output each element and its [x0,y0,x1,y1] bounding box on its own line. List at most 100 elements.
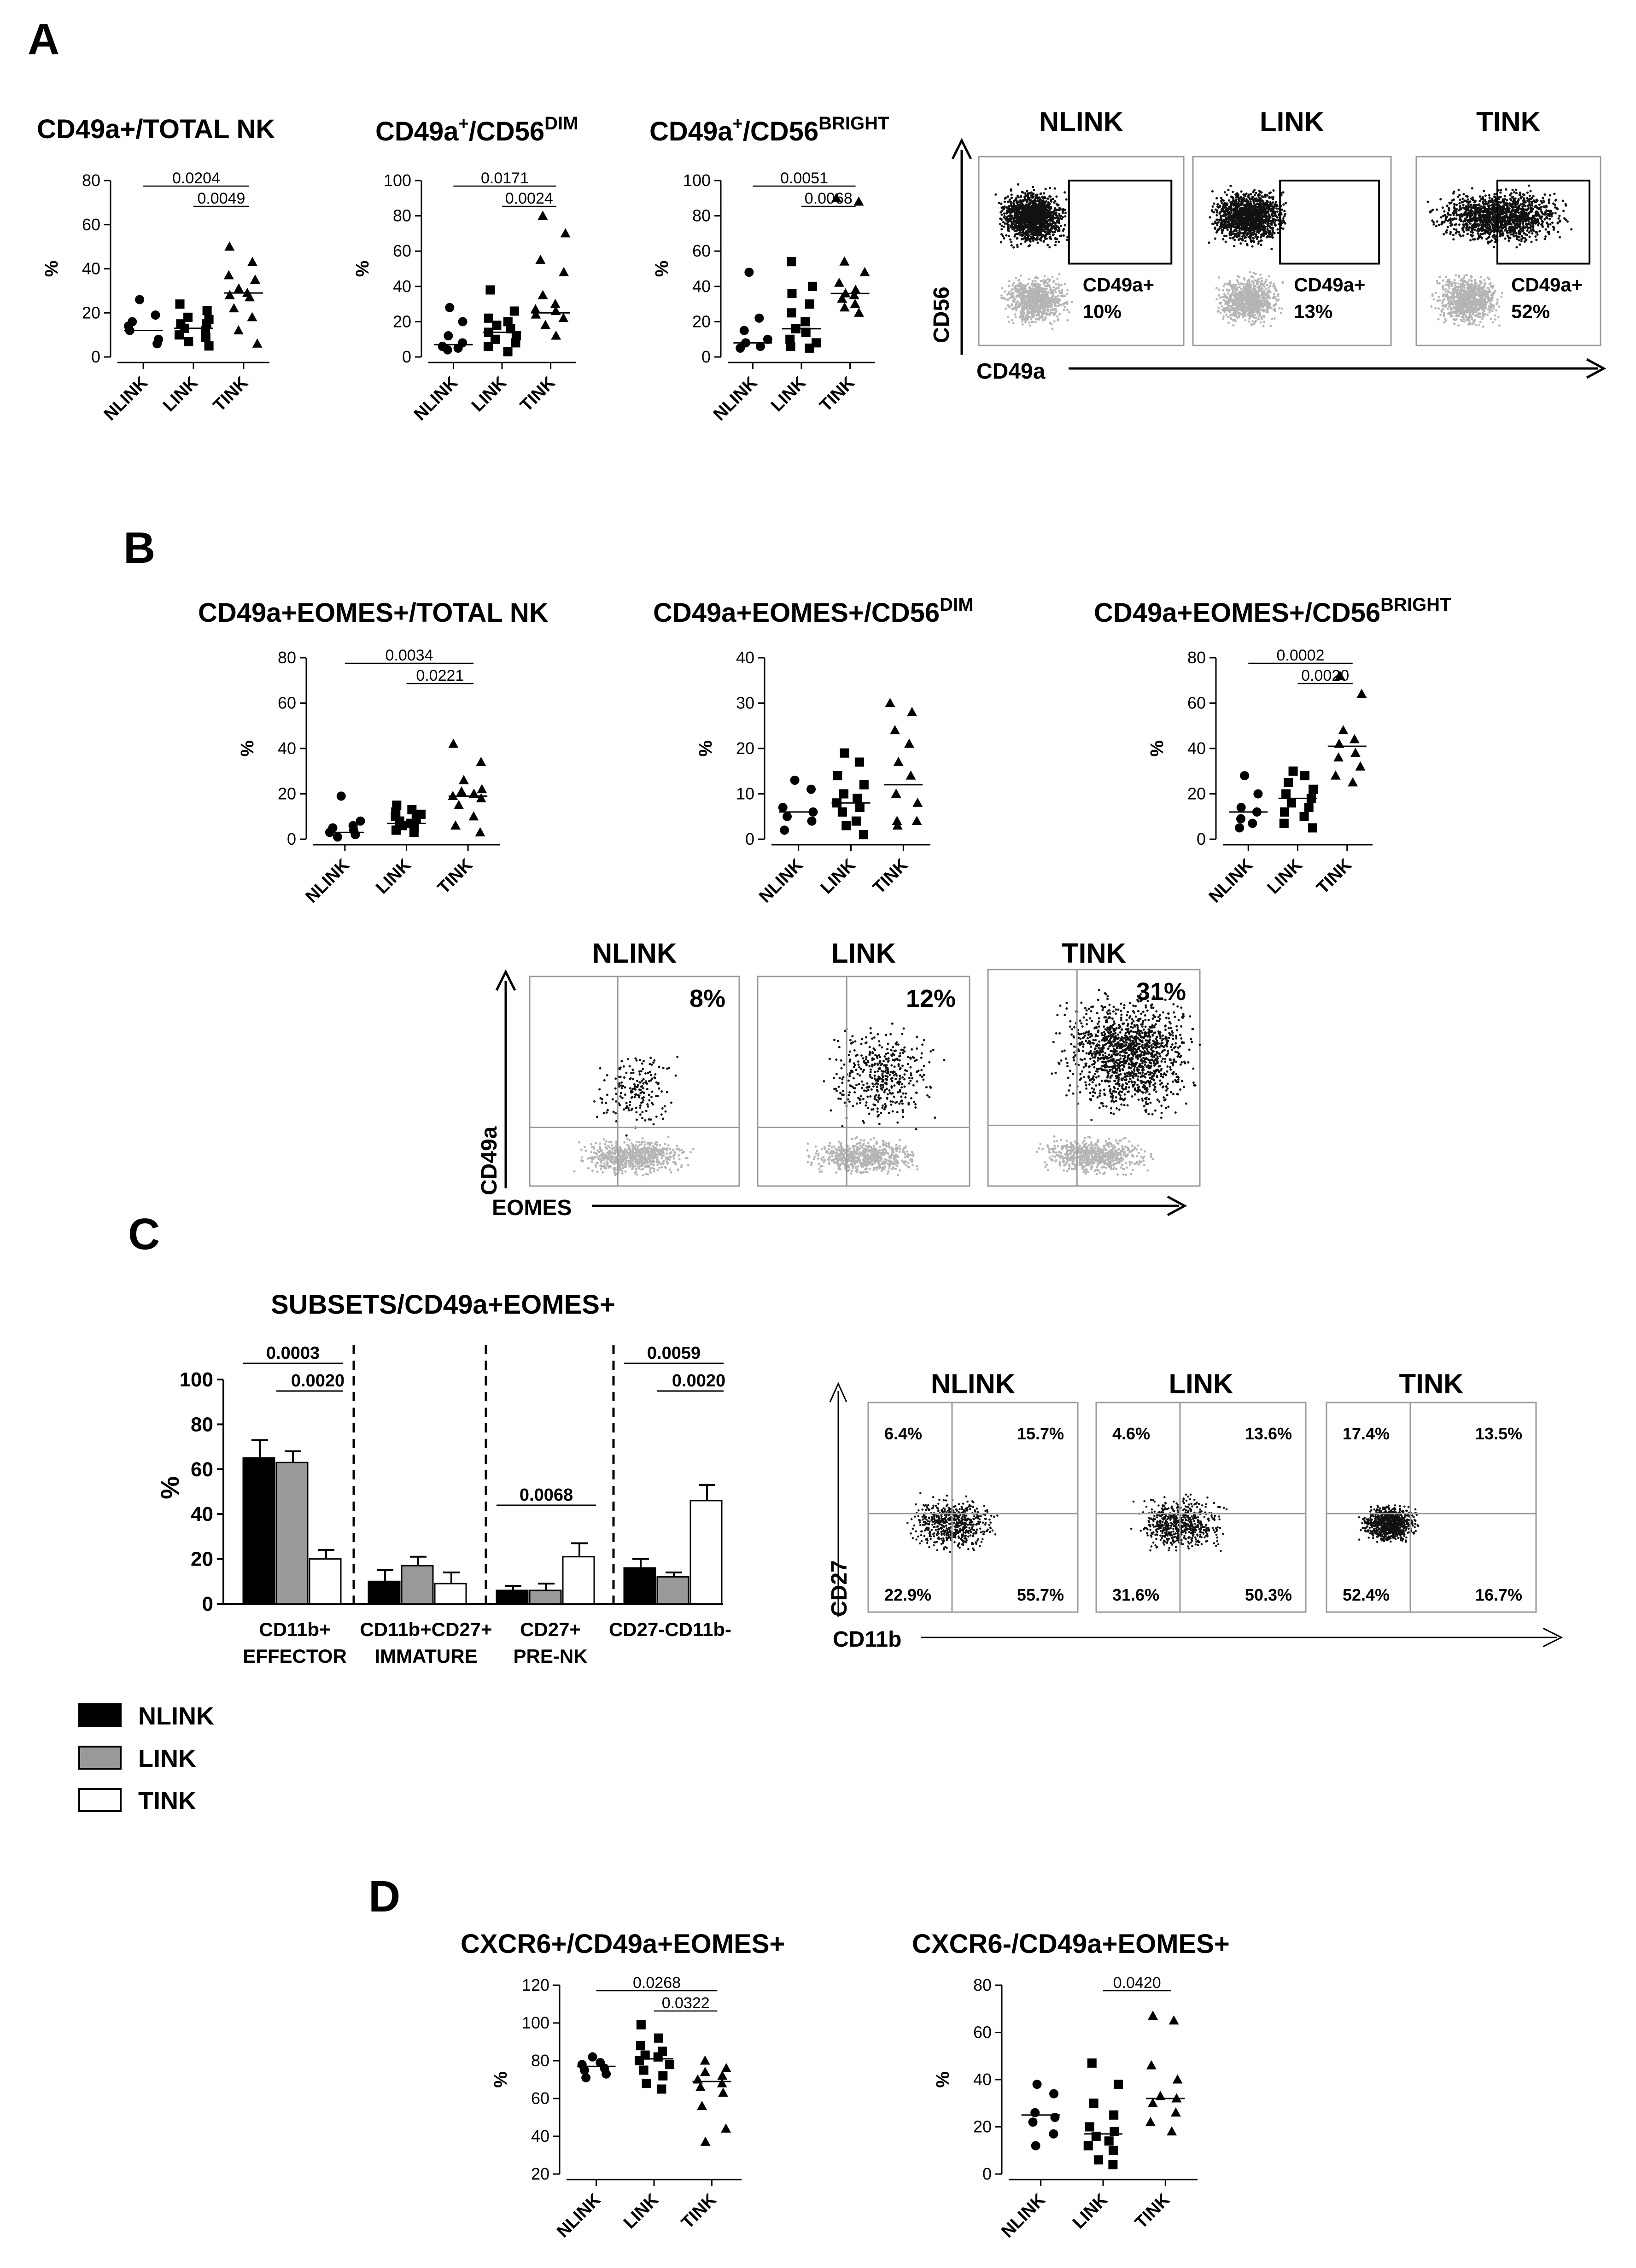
data-point [348,821,358,830]
event-dot [1256,307,1259,310]
data-point [151,310,160,320]
event-dot [1015,296,1018,298]
data-point [700,2067,710,2076]
event-dot [1246,203,1249,205]
event-dot [1269,285,1272,287]
y-axis-label: % [237,740,257,757]
data-point [892,820,903,830]
x-tick-label: LINK [620,2190,663,2233]
event-dot [1040,227,1043,229]
event-dot [1040,293,1043,296]
event-dot [1017,183,1020,186]
event-dot [1011,295,1013,298]
event-dot [1029,302,1032,305]
event-dot [1274,203,1277,205]
event-dot [994,193,997,196]
chart-title: CD49a+/TOTAL NK [37,114,275,144]
event-dot [1051,327,1054,330]
event-dot [1242,311,1245,314]
event-dot [1066,301,1069,304]
event-dot [1224,303,1227,305]
event-dot [1277,293,1280,296]
data-point [717,2078,727,2087]
event-dot [1010,188,1012,191]
event-dot [1005,216,1008,219]
event-dot [1221,309,1224,311]
event-dot [1052,234,1054,236]
event-dot [1062,216,1064,219]
event-dot [1246,305,1249,308]
data-point [906,770,916,780]
event-dot [1260,304,1263,306]
data-point [1304,803,1314,813]
y-tick-label: 80 [531,2051,549,2070]
event-dot [1049,288,1052,291]
data-point [135,295,145,304]
event-dot [1266,300,1269,303]
event-dot [1039,213,1041,216]
y-tick-label: 40 [531,2127,549,2145]
event-dot [1027,193,1029,196]
event-dot [1055,310,1058,312]
event-dot [1240,303,1243,305]
event-dot [1243,298,1246,301]
event-dot [1032,290,1035,292]
event-dot [1056,220,1058,222]
event-dot [1021,191,1023,193]
event-dot [1019,211,1022,214]
y-axis-label: % [352,261,373,277]
p-value: 0.0049 [197,190,245,207]
event-dot [1032,296,1034,299]
event-dot [1015,276,1017,279]
event-dot [1255,235,1257,238]
event-dot [1031,193,1034,196]
event-dot [1277,298,1280,301]
data-point [636,2041,646,2051]
event-dot [1021,228,1024,231]
event-dot [1065,198,1068,201]
event-dot [1263,321,1266,323]
event-dot [1028,292,1031,295]
event-dot [1040,280,1042,282]
data-point [721,2063,731,2072]
event-dot [1021,292,1023,295]
event-dot [1225,193,1228,196]
event-dot [1034,318,1037,321]
event-dot [1238,238,1240,241]
event-dot [1245,221,1247,224]
data-point [859,267,870,276]
event-dot [1062,303,1064,305]
event-dot [1029,233,1033,236]
event-dot [1052,309,1055,312]
event-dot [1251,240,1254,242]
event-dot [1022,311,1025,314]
event-dot [1244,235,1247,238]
event-dot [1050,311,1053,314]
event-dot [1008,280,1011,283]
data-point [785,334,795,344]
x-tick-label: TINK [869,855,912,898]
event-dot [1227,304,1229,307]
event-dot [1005,206,1008,209]
event-dot [1256,303,1258,306]
event-dot [1053,320,1056,323]
event-dot [1058,284,1060,287]
event-dot [1266,228,1269,230]
event-dot [1274,219,1276,222]
data-point [850,284,861,294]
event-dot [1257,315,1260,318]
event-dot [1031,321,1034,324]
data-point [476,793,486,802]
event-dot [1234,284,1237,287]
event-dot [1233,308,1236,310]
y-tick-label: 0 [402,347,411,366]
data-point [1349,734,1360,743]
event-dot [1282,203,1285,206]
event-dot [1052,198,1054,200]
event-dot [1047,301,1050,304]
event-dot [1033,213,1035,216]
chart-title: CXCR6+/CD49a+EOMES+ [461,1929,785,1959]
event-dot [1220,219,1223,222]
event-dot [1257,293,1260,296]
